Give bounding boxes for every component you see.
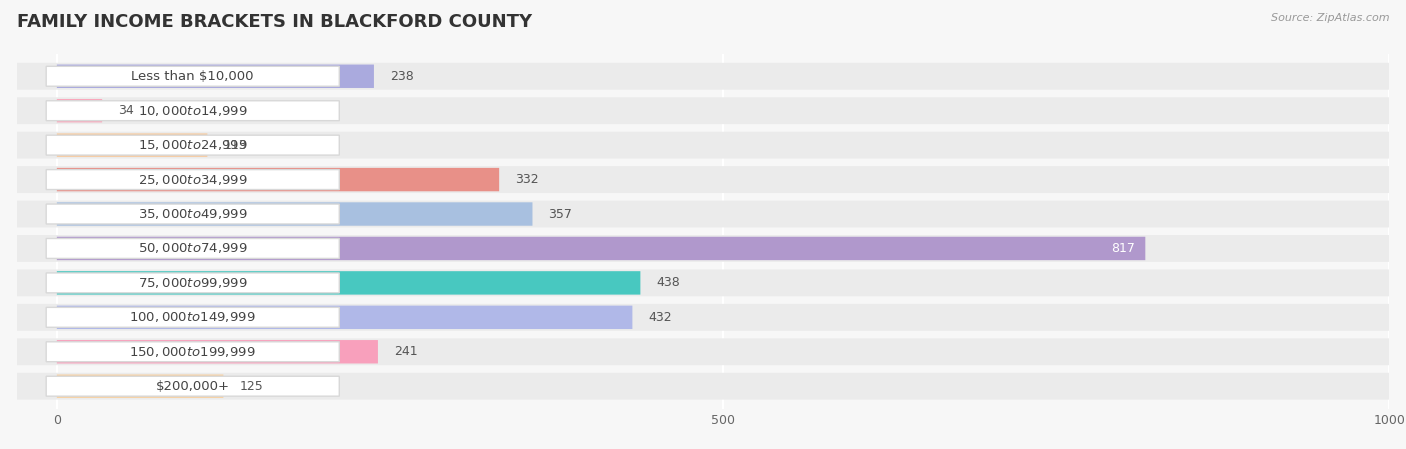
Text: $50,000 to $74,999: $50,000 to $74,999 bbox=[138, 242, 247, 255]
Text: 332: 332 bbox=[515, 173, 538, 186]
FancyBboxPatch shape bbox=[17, 63, 1389, 90]
Text: $25,000 to $34,999: $25,000 to $34,999 bbox=[138, 172, 247, 187]
Text: $35,000 to $49,999: $35,000 to $49,999 bbox=[138, 207, 247, 221]
FancyBboxPatch shape bbox=[46, 101, 339, 121]
FancyBboxPatch shape bbox=[46, 376, 339, 396]
FancyBboxPatch shape bbox=[46, 66, 339, 86]
Text: 432: 432 bbox=[648, 311, 672, 324]
Text: 34: 34 bbox=[118, 104, 134, 117]
FancyBboxPatch shape bbox=[17, 269, 1389, 296]
FancyBboxPatch shape bbox=[17, 235, 1389, 262]
Text: Less than $10,000: Less than $10,000 bbox=[132, 70, 254, 83]
FancyBboxPatch shape bbox=[46, 273, 339, 293]
FancyBboxPatch shape bbox=[46, 135, 339, 155]
FancyBboxPatch shape bbox=[46, 342, 339, 362]
FancyBboxPatch shape bbox=[17, 132, 1389, 158]
FancyBboxPatch shape bbox=[56, 374, 224, 398]
FancyBboxPatch shape bbox=[17, 304, 1389, 331]
Text: $75,000 to $99,999: $75,000 to $99,999 bbox=[138, 276, 247, 290]
FancyBboxPatch shape bbox=[46, 308, 339, 327]
Text: $10,000 to $14,999: $10,000 to $14,999 bbox=[138, 104, 247, 118]
FancyBboxPatch shape bbox=[56, 237, 1146, 260]
Text: 238: 238 bbox=[389, 70, 413, 83]
FancyBboxPatch shape bbox=[17, 339, 1389, 365]
FancyBboxPatch shape bbox=[46, 204, 339, 224]
Text: 125: 125 bbox=[239, 380, 263, 393]
FancyBboxPatch shape bbox=[56, 306, 633, 329]
Text: 241: 241 bbox=[394, 345, 418, 358]
FancyBboxPatch shape bbox=[46, 238, 339, 259]
FancyBboxPatch shape bbox=[17, 201, 1389, 228]
Text: 357: 357 bbox=[548, 207, 572, 220]
FancyBboxPatch shape bbox=[17, 373, 1389, 400]
FancyBboxPatch shape bbox=[56, 99, 103, 123]
FancyBboxPatch shape bbox=[17, 166, 1389, 193]
Text: 438: 438 bbox=[657, 277, 681, 290]
FancyBboxPatch shape bbox=[56, 271, 640, 295]
Text: $100,000 to $149,999: $100,000 to $149,999 bbox=[129, 310, 256, 324]
FancyBboxPatch shape bbox=[56, 202, 533, 226]
FancyBboxPatch shape bbox=[56, 65, 374, 88]
Text: Source: ZipAtlas.com: Source: ZipAtlas.com bbox=[1271, 13, 1389, 23]
FancyBboxPatch shape bbox=[56, 340, 378, 364]
Text: 113: 113 bbox=[224, 139, 247, 152]
FancyBboxPatch shape bbox=[17, 97, 1389, 124]
Text: $200,000+: $200,000+ bbox=[156, 380, 229, 393]
FancyBboxPatch shape bbox=[56, 168, 499, 191]
Text: $150,000 to $199,999: $150,000 to $199,999 bbox=[129, 345, 256, 359]
Text: FAMILY INCOME BRACKETS IN BLACKFORD COUNTY: FAMILY INCOME BRACKETS IN BLACKFORD COUN… bbox=[17, 13, 531, 31]
FancyBboxPatch shape bbox=[46, 170, 339, 189]
Text: $15,000 to $24,999: $15,000 to $24,999 bbox=[138, 138, 247, 152]
FancyBboxPatch shape bbox=[56, 133, 208, 157]
Text: 817: 817 bbox=[1111, 242, 1135, 255]
